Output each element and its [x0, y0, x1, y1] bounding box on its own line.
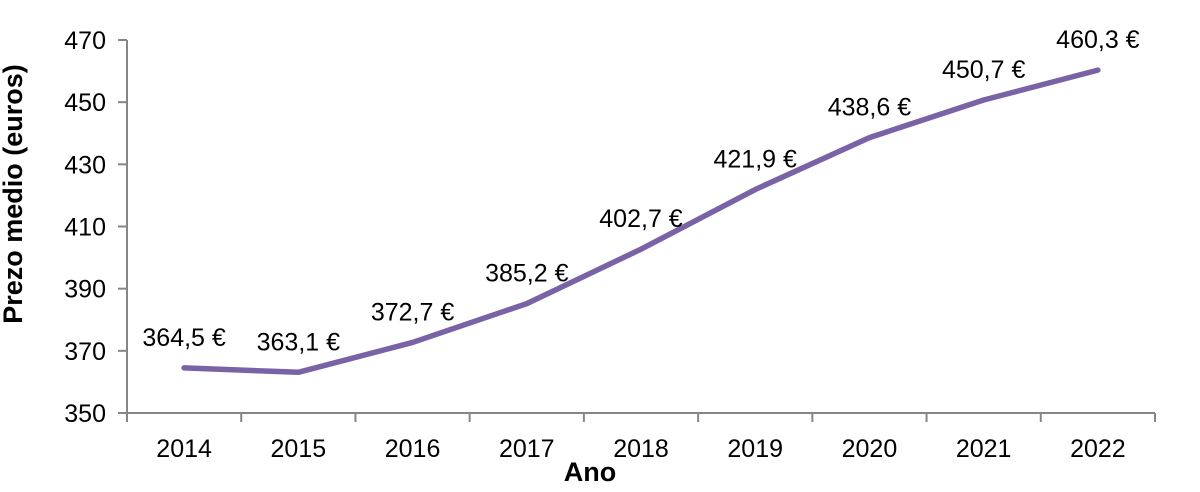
- data-point-label: 385,2 €: [485, 260, 569, 288]
- y-tick-label: 450: [64, 89, 106, 117]
- y-axis-ticks: 350 370 390 410 430 450 470: [64, 27, 127, 428]
- x-tick-label: 2020: [842, 435, 898, 463]
- x-tick-label: 2014: [156, 435, 212, 463]
- data-point-label: 363,1 €: [257, 328, 341, 356]
- x-axis-ticks: 2014 2015 2016 2017 2018 2019 2020 2021 2022: [126, 413, 1156, 463]
- data-point-label: 421,9 €: [714, 146, 798, 174]
- data-point-label: 372,7 €: [371, 298, 455, 326]
- x-axis-title: Ano: [564, 457, 616, 487]
- x-tick-label: 2016: [385, 435, 441, 463]
- y-tick-label: 370: [64, 338, 106, 366]
- y-tick-label: 430: [64, 151, 106, 179]
- price-line: [181, 67, 1101, 376]
- data-point-label: 460,3 €: [1056, 26, 1140, 54]
- x-tick-label: 2017: [499, 435, 555, 463]
- y-axis-title: Prezo medio (euros): [0, 64, 28, 324]
- data-point-label: 402,7 €: [599, 205, 683, 233]
- y-tick-label: 470: [64, 27, 106, 55]
- y-tick-label: 410: [64, 214, 106, 242]
- y-tick-label: 350: [64, 400, 106, 428]
- data-point-label: 364,5 €: [142, 324, 226, 352]
- data-point-labels: 364,5 € 363,1 € 372,7 € 385,2 € 402,7 € 421,9…: [142, 26, 1139, 356]
- x-tick-label: 2019: [727, 435, 783, 463]
- x-tick-label: 2018: [613, 435, 669, 463]
- price-line-series: [181, 67, 1101, 376]
- x-tick-label: 2021: [956, 435, 1012, 463]
- data-point-label: 438,6 €: [828, 94, 912, 122]
- y-tick-label: 390: [64, 276, 106, 304]
- x-tick-label: 2015: [271, 435, 327, 463]
- data-point-label: 450,7 €: [942, 56, 1026, 84]
- x-tick-label: 2022: [1070, 435, 1126, 463]
